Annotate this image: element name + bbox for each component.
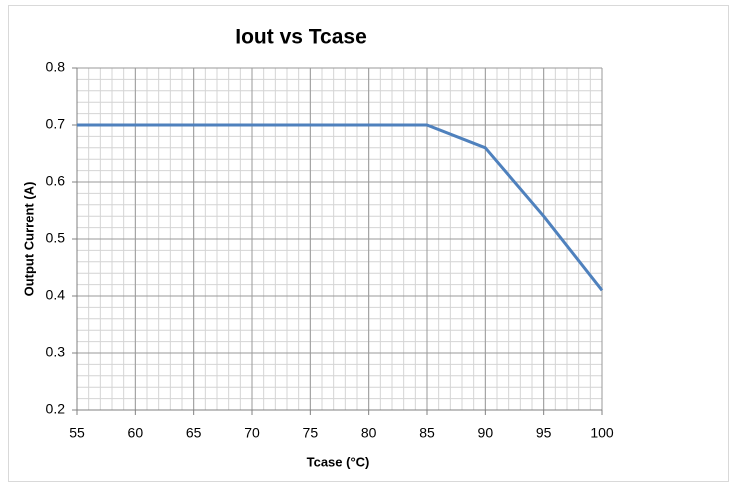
x-tick-label: 70 [244, 425, 260, 441]
x-tick-label: 80 [361, 425, 377, 441]
y-tick-label: 0.6 [46, 173, 66, 189]
x-tick-label: 55 [69, 425, 85, 441]
chart-title: Iout vs Tcase [235, 26, 367, 49]
y-tick-label: 0.5 [46, 230, 66, 246]
x-tick-label: 95 [536, 425, 552, 441]
x-tick-label: 85 [419, 425, 435, 441]
x-tick-label: 65 [186, 425, 202, 441]
x-axis-label: Tcase (°C) [307, 454, 370, 469]
y-tick-label: 0.8 [46, 59, 66, 75]
y-tick-label: 0.4 [46, 287, 66, 303]
y-tick-label: 0.2 [46, 401, 66, 417]
x-tick-label: 90 [478, 425, 494, 441]
x-tick-label: 100 [590, 425, 614, 441]
x-tick-label: 60 [128, 425, 144, 441]
y-axis-label: Output Current (A) [21, 182, 36, 297]
y-tick-label: 0.7 [46, 116, 66, 132]
data-line [77, 123, 604, 292]
x-tick-label: 75 [303, 425, 319, 441]
y-tick-label: 0.3 [46, 344, 66, 360]
